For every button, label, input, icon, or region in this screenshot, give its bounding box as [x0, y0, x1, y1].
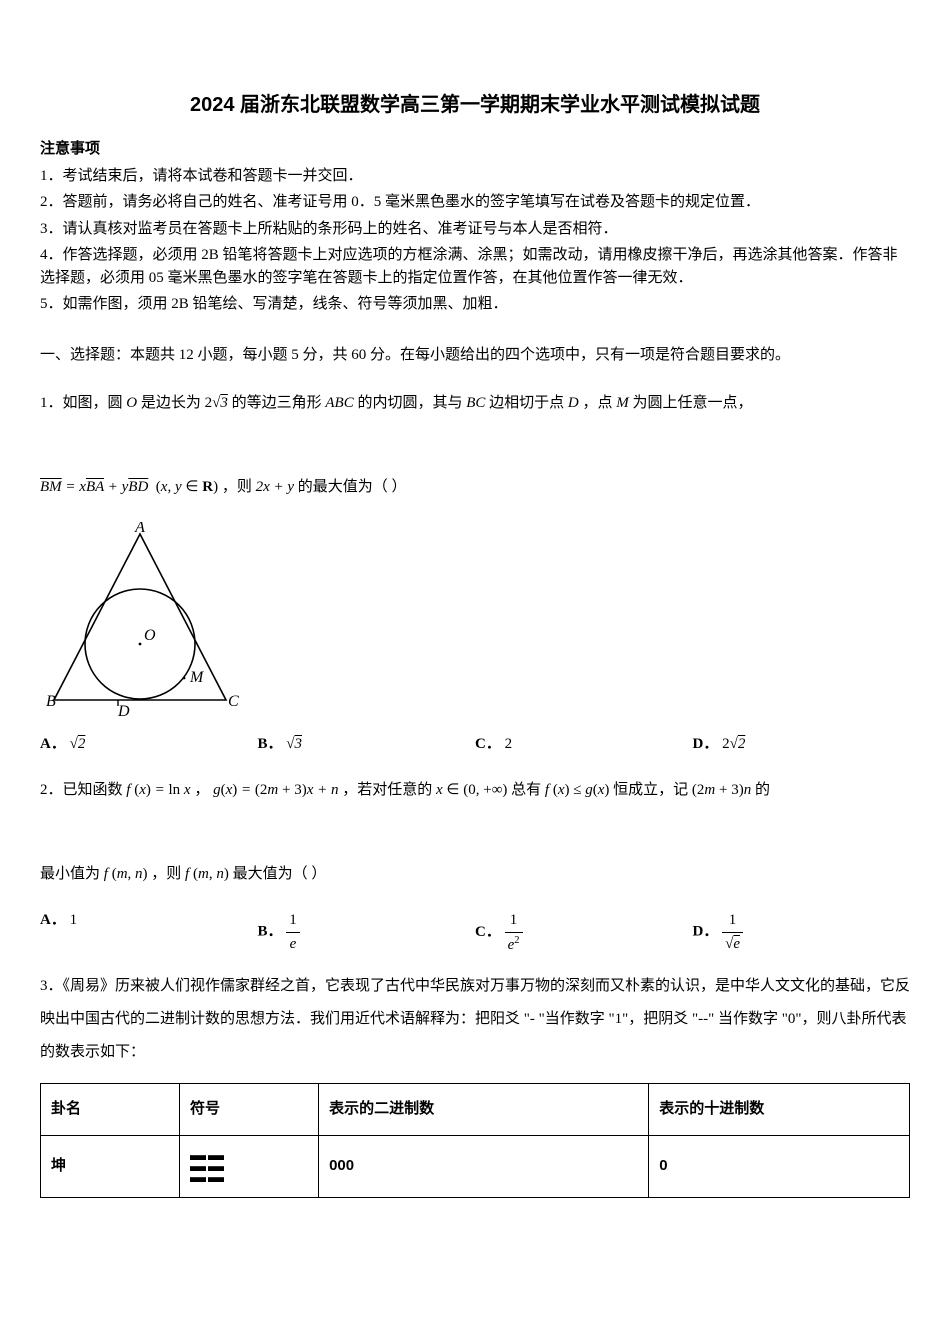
q3-table: 卦名 符号 表示的二进制数 表示的十进制数 坤 ▬ ▬▬ ▬▬ ▬ 000 0 [40, 1083, 910, 1198]
q2-prod: (2m + 3)n [692, 782, 751, 798]
option-label-d: D． [693, 923, 719, 939]
q2-text: ，则 [151, 866, 185, 882]
q1-text: 的等边三角形 [232, 395, 326, 411]
q1-ABC: ABC [325, 395, 353, 411]
option-label-d: D． [693, 736, 719, 752]
q2-text: 总有 [511, 782, 545, 798]
q1-text: 的最大值为（ ） [298, 479, 407, 495]
q1-text: 1．如图，圆 [40, 395, 126, 411]
q2-opt-d-val: 1√e [722, 909, 743, 955]
q2-text: 最小值为 [40, 866, 104, 882]
th-decimal: 表示的十进制数 [649, 1084, 910, 1136]
q1-D: D [568, 395, 579, 411]
q2-fmn2: f (m, n) [185, 866, 229, 882]
q1-O: O [126, 395, 137, 411]
question-1: 1．如图，圆 O 是边长为 2√3 的等边三角形 ABC 的内切圆，其与 BC … [40, 382, 910, 508]
q2-opt-b-val: 1e [286, 909, 300, 955]
q3-text: 3．《周易》历来被人们视作儒家群经之首，它表现了古代中华民族对万事万物的深刻而又… [40, 978, 910, 1060]
q1-text: ，则 [222, 479, 256, 495]
svg-text:B: B [46, 693, 56, 710]
td-bin-kun: 000 [319, 1135, 649, 1198]
q2-opt-c-val: 1e2 [505, 909, 523, 956]
question-3: 3．《周易》历来被人们视作儒家群经之首，它表现了古代中华民族对万事万物的深刻而又… [40, 970, 910, 1069]
table-header-row: 卦名 符号 表示的二进制数 表示的十进制数 [41, 1084, 910, 1136]
section-1-heading: 一、选择题：本题共 12 小题，每小题 5 分，共 60 分。在每小题给出的四个… [40, 344, 910, 367]
q2-gx: g(x) = (2m + 3)x + n [213, 782, 338, 798]
q2-fx: f (x) = ln x [126, 782, 190, 798]
q2-domain: x ∈ (0, +∞) [436, 782, 507, 798]
q2-option-a: A． 1 [40, 909, 258, 956]
notice-2: 2．答题前，请务必将自己的姓名、准考证号用 0．5 毫米黑色墨水的签字笔填写在试… [40, 191, 910, 214]
q2-fmn: f (m, n) [104, 866, 148, 882]
td-name-kun: 坤 [41, 1135, 180, 1198]
option-label-a: A． [40, 912, 66, 928]
q1-figure: A B C D O M [40, 522, 910, 725]
q1-text: 为圆上任意一点， [633, 395, 753, 411]
q1-options: A． √2 B． √3 C． 2 D． 2√2 [40, 733, 910, 756]
option-label-b: B． [258, 736, 283, 752]
q2-text: 的 [755, 782, 770, 798]
q1-text: 的内切圆，其与 [357, 395, 466, 411]
q1-option-b: B． √3 [258, 733, 476, 756]
option-label-c: C． [475, 736, 501, 752]
page-title: 2024 届浙东北联盟数学高三第一学期期末学业水平测试模拟试题 [40, 90, 910, 120]
q1-text: 是边长为 [141, 395, 205, 411]
q1-BC: BC [466, 395, 485, 411]
option-label-b: B． [258, 923, 283, 939]
table-row: 坤 ▬ ▬▬ ▬▬ ▬ 000 0 [41, 1135, 910, 1198]
q2-option-d: D． 1√e [693, 909, 911, 956]
q1-M: M [616, 395, 629, 411]
triangle-incircle-icon: A B C D O M [40, 522, 240, 717]
svg-text:D: D [117, 703, 130, 717]
q1-opt-c-val: 2 [505, 736, 513, 752]
question-2: 2．已知函数 f (x) = ln x ， g(x) = (2m + 3)x +… [40, 769, 910, 895]
q1-opt-b-val: √3 [286, 736, 302, 752]
q1-text: ，点 [583, 395, 617, 411]
notice-4: 4．作答选择题，必须用 2B 铅笔将答题卡上对应选项的方框涂满、涂黑；如需改动，… [40, 244, 910, 289]
q2-options: A． 1 B． 1e C． 1e2 D． 1√e [40, 909, 910, 956]
q2-text: ，若对任意的 [342, 782, 436, 798]
q1-expr: 2x + y [256, 479, 294, 495]
q1-option-d: D． 2√2 [693, 733, 911, 756]
notice-5: 5．如需作图，须用 2B 铅笔绘、写清楚，线条、符号等须加黑、加粗． [40, 293, 910, 316]
q2-option-b: B． 1e [258, 909, 476, 956]
svg-text:M: M [189, 669, 205, 686]
td-dec-kun: 0 [649, 1135, 910, 1198]
kun-hexagram-icon: ▬ ▬▬ ▬▬ ▬ [190, 1150, 223, 1184]
q1-opt-a-val: √2 [70, 736, 86, 752]
th-binary: 表示的二进制数 [319, 1084, 649, 1136]
option-label-a: A． [40, 736, 66, 752]
svg-text:C: C [228, 693, 239, 710]
q1-option-a: A． √2 [40, 733, 258, 756]
q1-text: 边相切于点 [489, 395, 568, 411]
q2-text: 恒成立，记 [613, 782, 692, 798]
notice-heading: 注意事项 [40, 138, 910, 161]
q2-option-c: C． 1e2 [475, 909, 693, 956]
q2-ineq: f (x) ≤ g(x) [545, 782, 610, 798]
th-name: 卦名 [41, 1084, 180, 1136]
svg-text:A: A [134, 522, 145, 536]
q1-option-c: C． 2 [475, 733, 693, 756]
q1-2sqrt3: 2√3 [205, 395, 228, 411]
q2-text: 最大值为（ ） [233, 866, 327, 882]
notice-1: 1．考试结束后，请将本试卷和答题卡一并交回． [40, 165, 910, 188]
q2-text: ， [194, 782, 209, 798]
svg-text:O: O [144, 627, 156, 644]
q2-opt-a-val: 1 [70, 912, 78, 928]
q1-opt-d-val: 2√2 [722, 736, 745, 752]
notice-3: 3．请认真核对监考员在答题卡上所粘贴的条形码上的姓名、准考证号与本人是否相符． [40, 218, 910, 241]
q1-vector-eq: BM = xBA + yBD (x, y ∈ R) [40, 479, 218, 495]
q2-text: 2．已知函数 [40, 782, 126, 798]
td-symbol-kun: ▬ ▬▬ ▬▬ ▬ [180, 1135, 319, 1198]
th-symbol: 符号 [180, 1084, 319, 1136]
option-label-c: C． [475, 924, 501, 940]
